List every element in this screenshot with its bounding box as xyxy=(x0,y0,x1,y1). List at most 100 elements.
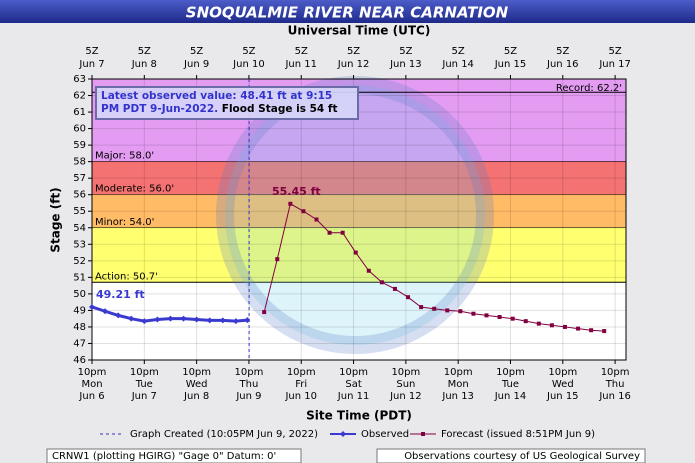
x-tick-label: 10pm Wed Jun 15 xyxy=(546,367,579,402)
x2-tick-label: 5Z Jun 9 xyxy=(183,46,209,70)
x-tick-label: 10pm Sun Jun 12 xyxy=(389,367,422,402)
x2-tick-label: 5Z Jun 14 xyxy=(441,46,474,70)
legend-marker xyxy=(421,432,425,436)
y-tick-label: 56 xyxy=(73,190,86,201)
data-point xyxy=(193,316,200,323)
data-point xyxy=(102,308,109,315)
y-tick-label: 63 xyxy=(73,74,86,85)
data-point xyxy=(288,201,293,206)
data-point xyxy=(340,230,345,235)
y-tick-label: 51 xyxy=(73,272,86,283)
x2-tick-label: 5Z Jun 10 xyxy=(232,46,265,70)
x2-tick-label: 5Z Jun 15 xyxy=(494,46,527,70)
footer-box xyxy=(376,448,646,463)
data-point xyxy=(206,317,213,324)
data-point xyxy=(484,313,489,318)
data-point xyxy=(115,312,122,319)
data-point xyxy=(301,209,306,214)
x2-tick-label: 5Z Jun 8 xyxy=(131,46,157,70)
data-point xyxy=(458,309,463,314)
x-axis-title: Site Time (PDT) xyxy=(306,409,412,423)
y-tick-label: 47 xyxy=(73,338,86,349)
y-tick-label: 61 xyxy=(73,107,86,118)
data-point xyxy=(432,306,437,311)
y-tick-label: 55 xyxy=(73,206,86,217)
plot-frame xyxy=(91,78,627,361)
x2-tick-label: 5Z Jun 12 xyxy=(337,46,370,70)
y-tick-label: 49 xyxy=(73,305,86,316)
x-tick-label: 10pm Wed Jun 8 xyxy=(182,367,211,402)
info-observed: Latest observed value: 48.41 ft at 9:15 … xyxy=(101,90,333,115)
y-tick-label: 54 xyxy=(73,223,86,234)
data-label: 49.21 ft xyxy=(96,288,145,301)
data-point xyxy=(589,328,594,333)
x2-axis-title: Universal Time (UTC) xyxy=(288,24,431,38)
flood-label: Action: 50.7' xyxy=(95,271,158,282)
y-axis-title: Stage (ft) xyxy=(49,187,63,252)
data-point xyxy=(549,323,554,328)
data-point xyxy=(562,324,567,329)
data-point xyxy=(244,317,251,324)
flood-band xyxy=(92,227,626,283)
data-point xyxy=(89,303,95,310)
x-tick-label: 10pm Tue Jun 7 xyxy=(130,367,159,402)
title-bar xyxy=(0,0,695,23)
flood-label: Moderate: 56.0' xyxy=(95,184,174,195)
flood-label: Major: 58.0' xyxy=(95,151,154,162)
x-tick-label: 10pm Thu Jun 9 xyxy=(235,367,264,402)
data-point xyxy=(141,318,148,325)
y-tick-label: 48 xyxy=(73,322,86,333)
data-point xyxy=(510,316,515,321)
data-point xyxy=(154,316,161,323)
legend-marker xyxy=(340,431,346,437)
flood-band xyxy=(92,194,626,228)
y-tick-label: 52 xyxy=(73,256,86,267)
data-point xyxy=(497,315,502,320)
y-tick-label: 50 xyxy=(73,289,86,300)
data-point xyxy=(602,329,607,334)
flood-label: Minor: 54.0' xyxy=(95,217,154,228)
data-point xyxy=(353,250,358,255)
x2-tick-label: 5Z Jun 17 xyxy=(598,46,631,70)
record-label: Record: 62.2' xyxy=(556,83,622,94)
x2-tick-label: 5Z Jun 13 xyxy=(389,46,422,70)
x-tick-label: 10pm Mon Jun 6 xyxy=(78,367,107,402)
data-point xyxy=(232,318,239,325)
footer-right: Observations courtesy of US Geological S… xyxy=(404,451,640,462)
x2-tick-label: 5Z Jun 16 xyxy=(546,46,579,70)
data-point xyxy=(314,217,319,222)
y-tick-label: 60 xyxy=(73,124,86,135)
x2-tick-label: 5Z Jun 7 xyxy=(78,46,104,70)
data-point xyxy=(392,286,397,291)
data-point xyxy=(366,268,371,273)
x2-tick-label: 5Z Jun 11 xyxy=(284,46,317,70)
data-point xyxy=(379,280,384,285)
data-point xyxy=(536,321,541,326)
footer-left: CRNW1 (plotting HGIRG) "Gage 0" Datum: 0… xyxy=(52,451,276,462)
legend-label: Graph Created (10:05PM Jun 9, 2022) xyxy=(130,429,318,440)
legend-label: Forecast (issued 8:51PM Jun 9) xyxy=(441,429,595,440)
data-point xyxy=(180,315,187,322)
info-box: Latest observed value: 48.41 ft at 9:15 … xyxy=(95,86,359,120)
legend-label: Observed xyxy=(361,429,409,440)
info-flood: Flood Stage is 54 ft xyxy=(221,103,338,115)
x-tick-label: 10pm Tue Jun 14 xyxy=(494,367,527,402)
data-point xyxy=(523,319,528,324)
watermark xyxy=(216,76,494,354)
y-tick-label: 46 xyxy=(73,355,86,366)
data-point xyxy=(471,311,476,316)
data-point xyxy=(406,295,411,300)
x-tick-label: 10pm Mon Jun 13 xyxy=(441,367,474,402)
footer-box xyxy=(46,448,302,463)
data-point xyxy=(128,315,135,322)
chart-title: SNOQUALMIE RIVER NEAR CARNATION xyxy=(186,4,509,22)
data-label: 55.45 ft xyxy=(272,185,321,198)
data-point xyxy=(167,315,174,322)
x-tick-label: 10pm Fri Jun 10 xyxy=(284,367,317,402)
x-tick-label: 10pm Thu Jun 16 xyxy=(598,367,631,402)
data-point xyxy=(262,310,267,315)
data-point xyxy=(219,317,226,324)
y-tick-label: 57 xyxy=(73,173,86,184)
